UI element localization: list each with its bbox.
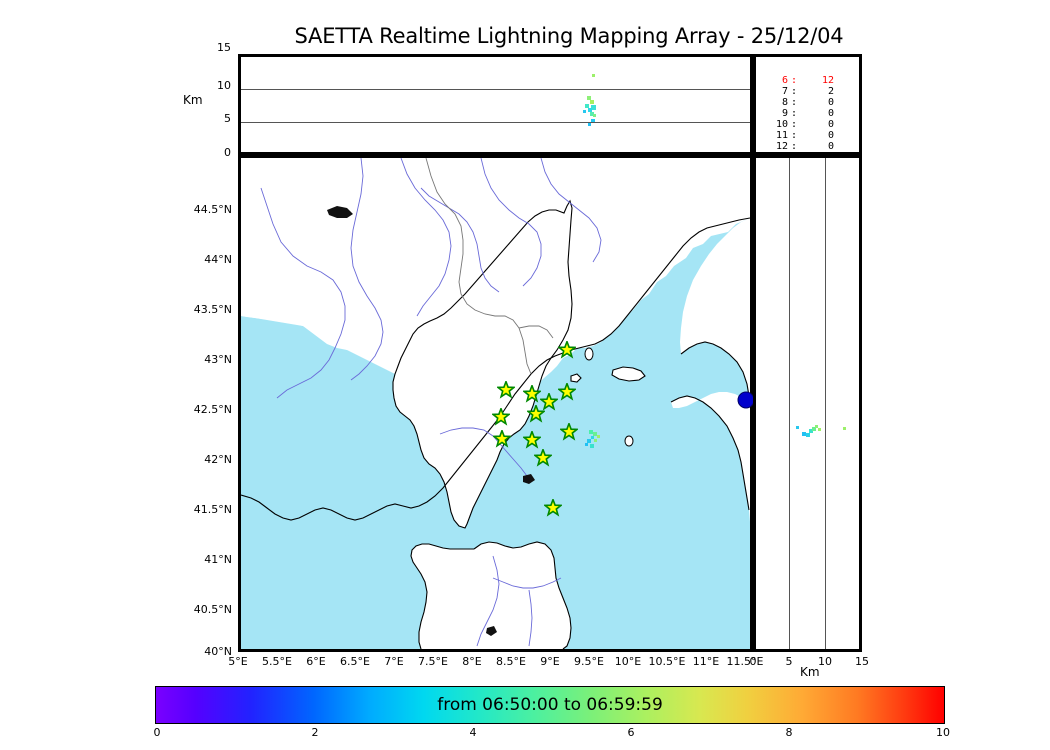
altitude-tick-5: 5 [224, 112, 231, 125]
lat-tick-40: 40°N [204, 645, 232, 658]
range-tick-5: 5 [785, 655, 793, 668]
lon-tick-9: 9°E [540, 655, 560, 668]
lon-tick-7-5: 7.5°E [418, 655, 448, 668]
altitude-gridline-10 [241, 89, 750, 90]
altitude-panel [238, 54, 753, 155]
station-counts-sep: : [790, 86, 798, 97]
table-row: 10 : 0 [766, 119, 834, 130]
station-counts-sep: : [790, 119, 798, 130]
altitude-panel-plot-area [241, 57, 750, 152]
station-counts-key: 9 [781, 108, 788, 119]
range-tick-10: 10 [818, 655, 832, 668]
station-counts-value: 0 [827, 119, 834, 130]
range-gridline-5 [789, 158, 790, 649]
network-center-marker [737, 391, 755, 409]
table-row: 9 : 0 [766, 108, 834, 119]
station-counts-sep: : [790, 97, 798, 108]
map-source-points [585, 430, 600, 448]
range-panel [753, 155, 862, 652]
station-counts-table: 6 : 12 7 : 2 8 : 0 9 : 0 10 : 0 11 : 0 [766, 75, 834, 152]
station-counts-sep: : [790, 130, 798, 141]
station-counts-panel: 6 : 12 7 : 2 8 : 0 9 : 0 10 : 0 11 : 0 [753, 54, 862, 155]
range-tick-15: 15 [855, 655, 869, 668]
range-axis-label: Km [800, 665, 820, 679]
lon-tick-6-5: 6.5°E [340, 655, 370, 668]
altitude-tick-0: 0 [224, 146, 231, 159]
station-counts-sep: : [790, 141, 798, 152]
lon-tick-5-5: 5.5°E [262, 655, 292, 668]
lat-tick-44: 44°N [204, 253, 232, 266]
lon-tick-10: 10°E [614, 655, 642, 668]
table-row: 11 : 0 [766, 130, 834, 141]
lon-tick-11: 11°E [692, 655, 720, 668]
lat-tick-43: 43°N [204, 353, 232, 366]
colorbar[interactable]: from 06:50:00 to 06:59:59 0 2 4 6 8 10 [154, 686, 950, 739]
lon-tick-8: 8°E [462, 655, 482, 668]
map-panel[interactable] [238, 155, 753, 652]
range-panel-plot-area [756, 158, 859, 649]
station-counts-key: 12 [775, 141, 788, 152]
lat-tick-41-5: 41.5°N [193, 503, 232, 516]
table-row: 6 : 12 [766, 75, 834, 86]
station-counts-key: 10 [775, 119, 788, 130]
colorbar-tick-10: 10 [936, 726, 950, 739]
colorbar-tick-2: 2 [311, 726, 319, 739]
station-counts-sep: : [790, 108, 798, 119]
table-row: 12 : 0 [766, 141, 834, 152]
colorbar-tick-4: 4 [469, 726, 477, 739]
colorbar-tick-0: 0 [153, 726, 161, 739]
altitude-gridline-5 [241, 122, 750, 123]
lat-tick-43-5: 43.5°N [193, 303, 232, 316]
station-counts-sep: : [790, 75, 798, 86]
colorbar-caption: from 06:50:00 to 06:59:59 [437, 695, 663, 715]
station-counts-key: 6 [781, 75, 788, 86]
station-counts-value: 2 [827, 86, 834, 97]
colorbar-gradient[interactable] [155, 686, 945, 724]
altitude-tick-10: 10 [217, 79, 231, 92]
lon-tick-7: 7°E [384, 655, 404, 668]
lon-tick-6: 6°E [306, 655, 326, 668]
lon-tick-9-5: 9.5°E [574, 655, 604, 668]
range-gridline-10 [825, 158, 826, 649]
lon-tick-10-5: 10.5°E [648, 655, 686, 668]
range-source-points [796, 425, 846, 437]
lat-tick-42: 42°N [204, 453, 232, 466]
station-counts-key: 8 [781, 97, 788, 108]
altitude-tick-15: 15 [217, 41, 231, 54]
map-geography [241, 158, 750, 649]
page-title: SAETTA Realtime Lightning Mapping Array … [0, 24, 1050, 48]
lat-tick-44-5: 44.5°N [193, 203, 232, 216]
colorbar-tick-6: 6 [627, 726, 635, 739]
lon-tick-5: 5°E [228, 655, 248, 668]
station-counts-value: 0 [827, 108, 834, 119]
station-counts-value: 0 [827, 130, 834, 141]
table-row: 8 : 0 [766, 97, 834, 108]
lat-tick-40-5: 40.5°N [193, 603, 232, 616]
station-counts-value: 12 [821, 75, 834, 86]
lon-tick-11-5: 11.5°E [726, 655, 764, 668]
station-counts-value: 0 [827, 141, 834, 152]
range-tick-0: 0 [749, 655, 757, 668]
station-counts-value: 0 [827, 97, 834, 108]
table-row: 7 : 2 [766, 86, 834, 97]
lat-tick-41: 41°N [204, 553, 232, 566]
colorbar-tick-8: 8 [785, 726, 793, 739]
page-title-text: SAETTA Realtime Lightning Mapping Array … [294, 24, 844, 48]
altitude-axis-label: Km [183, 93, 203, 107]
lat-tick-42-5: 42.5°N [193, 403, 232, 416]
station-counts-key: 11 [775, 130, 788, 141]
lon-tick-8-5: 8.5°E [496, 655, 526, 668]
altitude-source-points [583, 74, 596, 126]
map-plot-area [241, 158, 750, 649]
station-counts-key: 7 [781, 86, 788, 97]
